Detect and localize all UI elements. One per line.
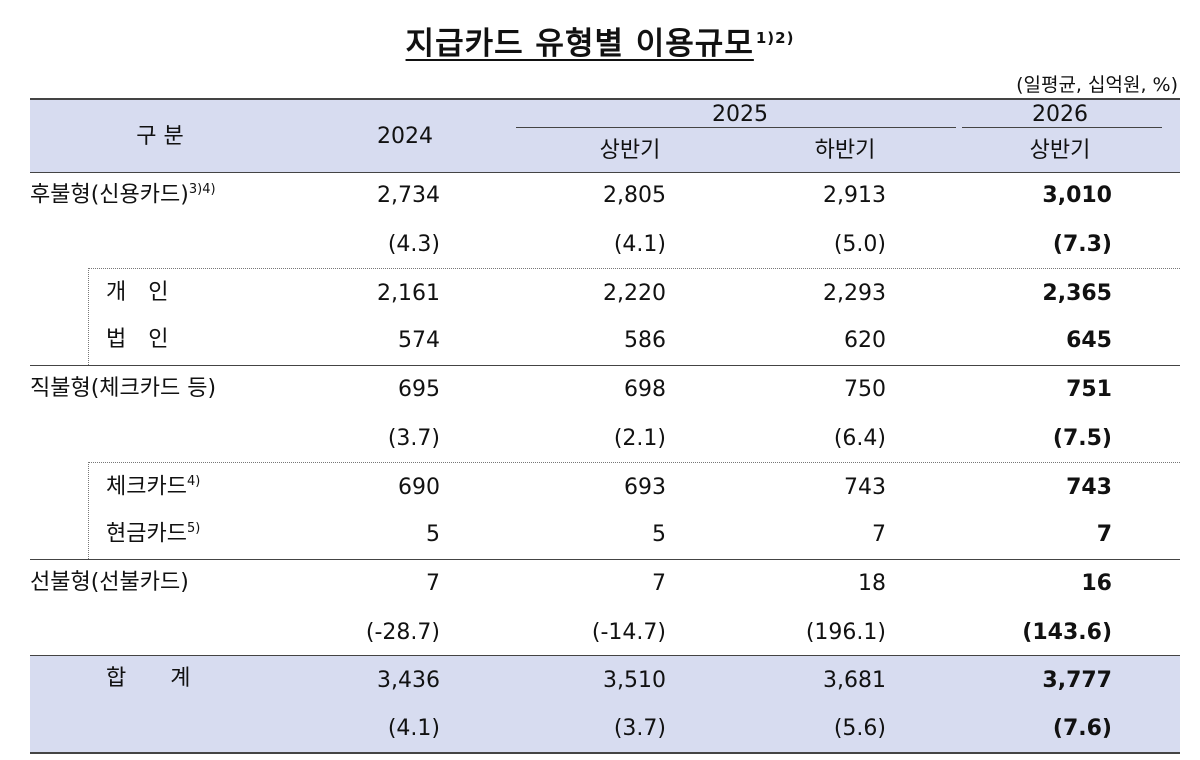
section-rule-1	[30, 365, 1180, 366]
cell-deferred-2024: 2,734	[377, 183, 440, 208]
sub-rule-direct	[88, 462, 1180, 463]
growth-prepaid-2025h2: (196.1)	[805, 620, 886, 645]
cell-cash-2026h1: 7	[1096, 522, 1112, 547]
growth-direct-2025h2: (6.4)	[833, 426, 886, 451]
cell-total-2025h1: 3,510	[603, 668, 666, 693]
cell-cash-2025h1: 5	[652, 522, 666, 547]
cell-check-2024: 690	[398, 475, 440, 500]
growth-direct-2025h1: (2.1)	[613, 426, 666, 451]
sub-indent-direct	[88, 462, 89, 559]
cell-personal-2025h1: 2,220	[603, 281, 666, 306]
cell-corporate-2024: 574	[398, 328, 440, 353]
cell-personal-2025h2: 2,293	[823, 281, 886, 306]
header-rule	[30, 172, 1180, 173]
row-label-check: 체크카드4)	[106, 474, 201, 500]
cell-check-2025h2: 743	[844, 475, 886, 500]
section-rule-2	[30, 559, 1180, 560]
header-2025-h2: 하반기	[814, 138, 876, 163]
header-2025-h1: 상반기	[599, 138, 661, 163]
cell-check-2025h1: 693	[624, 475, 666, 500]
cell-deferred-2025h2: 2,913	[823, 183, 886, 208]
table-title: 지급카드 유형별 이용규모 1)2)	[0, 18, 1200, 63]
cell-corporate-2026h1: 645	[1066, 328, 1112, 353]
growth-prepaid-2026h1: (143.6)	[1022, 620, 1112, 645]
cell-prepaid-2024: 7	[426, 571, 440, 596]
growth-total-2026h1: (7.6)	[1052, 716, 1112, 741]
bottom-rule	[30, 752, 1180, 754]
cell-corporate-2025h1: 586	[624, 328, 666, 353]
row-label-total: 합 계	[106, 666, 191, 691]
unit-label: (일평균, 십억원, %)	[1016, 74, 1178, 96]
growth-prepaid-2024: (-28.7)	[365, 620, 440, 645]
cell-prepaid-2025h2: 18	[858, 571, 886, 596]
cell-direct-2025h2: 750	[844, 377, 886, 402]
cell-personal-2026h1: 2,365	[1042, 281, 1112, 306]
cell-check-2026h1: 743	[1066, 475, 1112, 500]
growth-deferred-2025h2: (5.0)	[833, 232, 886, 257]
growth-total-2024: (4.1)	[387, 716, 440, 741]
row-label-cash: 현금카드5)	[106, 521, 201, 547]
cell-cash-2024: 5	[426, 522, 440, 547]
header-2026-rule	[962, 127, 1162, 128]
cell-total-2026h1: 3,777	[1042, 668, 1112, 693]
row-label-direct: 직불형(체크카드 등)	[30, 376, 217, 401]
cell-cash-2025h2: 7	[872, 522, 886, 547]
header-2025-rule	[516, 127, 956, 128]
header-2026-h1: 상반기	[1029, 138, 1091, 163]
sub-indent-deferred	[88, 268, 89, 365]
growth-direct-2024: (3.7)	[387, 426, 440, 451]
header-category: 구 분	[136, 124, 184, 149]
header-background	[30, 98, 1180, 172]
cell-direct-2026h1: 751	[1066, 377, 1112, 402]
growth-total-2025h2: (5.6)	[833, 716, 886, 741]
cell-total-2024: 3,436	[377, 668, 440, 693]
top-rule	[30, 98, 1180, 100]
cell-direct-2024: 695	[398, 377, 440, 402]
cell-prepaid-2025h1: 7	[652, 571, 666, 596]
header-2024: 2024	[377, 124, 433, 149]
growth-prepaid-2025h1: (-14.7)	[591, 620, 666, 645]
section-rule-3	[30, 655, 1180, 656]
growth-direct-2026h1: (7.5)	[1052, 426, 1112, 451]
growth-total-2025h1: (3.7)	[613, 716, 666, 741]
growth-deferred-2026h1: (7.3)	[1052, 232, 1112, 257]
total-background	[30, 656, 1180, 752]
title-text: 지급카드 유형별 이용규모	[405, 26, 754, 62]
header-2026: 2026	[1032, 102, 1088, 127]
cell-personal-2024: 2,161	[377, 281, 440, 306]
row-label-deferred: 후불형(신용카드)3)4)	[30, 182, 216, 208]
growth-deferred-2025h1: (4.1)	[613, 232, 666, 257]
cell-direct-2025h1: 698	[624, 377, 666, 402]
growth-deferred-2024: (4.3)	[387, 232, 440, 257]
cell-prepaid-2026h1: 16	[1081, 571, 1112, 596]
title-notes: 1)2)	[755, 28, 795, 47]
cell-corporate-2025h2: 620	[844, 328, 886, 353]
row-label-corporate: 법 인	[106, 327, 169, 352]
row-label-prepaid: 선불형(선불카드)	[30, 570, 189, 595]
row-label-personal: 개 인	[106, 280, 169, 305]
header-2025: 2025	[712, 102, 768, 127]
sub-rule-deferred	[88, 268, 1180, 269]
cell-total-2025h2: 3,681	[823, 668, 886, 693]
cell-deferred-2026h1: 3,010	[1042, 183, 1112, 208]
cell-deferred-2025h1: 2,805	[603, 183, 666, 208]
